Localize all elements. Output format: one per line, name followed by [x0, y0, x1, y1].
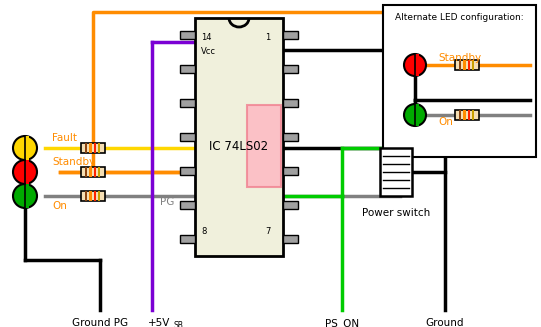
Bar: [94, 191, 96, 201]
Text: PS_ON: PS_ON: [325, 318, 359, 327]
Text: SB: SB: [174, 321, 184, 327]
Bar: [180, 167, 195, 175]
Text: 1: 1: [265, 33, 270, 42]
Bar: [283, 235, 298, 243]
Text: 7: 7: [265, 227, 270, 236]
Text: Alternate LED configuration:: Alternate LED configuration:: [395, 13, 524, 22]
Circle shape: [404, 54, 426, 76]
Bar: [180, 235, 195, 243]
Bar: [94, 167, 96, 177]
Bar: [283, 167, 298, 175]
Bar: [25, 136, 29, 160]
Text: Fault: Fault: [52, 133, 77, 143]
Bar: [468, 110, 470, 120]
Bar: [283, 201, 298, 209]
Text: On: On: [438, 117, 453, 127]
Bar: [283, 133, 298, 141]
Bar: [180, 65, 195, 73]
Bar: [25, 184, 29, 208]
Bar: [283, 65, 298, 73]
Text: 8: 8: [201, 227, 206, 236]
Text: Power switch: Power switch: [362, 208, 430, 218]
Bar: [89, 191, 92, 201]
Text: +5V: +5V: [148, 318, 170, 327]
Text: 14: 14: [201, 33, 212, 42]
Bar: [464, 60, 466, 70]
Text: Vcc: Vcc: [201, 47, 216, 56]
Bar: [415, 104, 419, 126]
Bar: [195, 18, 283, 256]
Bar: [247, 105, 281, 187]
Text: IC 74LS02: IC 74LS02: [209, 141, 268, 153]
Circle shape: [13, 184, 37, 208]
Bar: [85, 143, 88, 153]
Bar: [472, 110, 474, 120]
Bar: [383, 5, 536, 157]
Bar: [85, 191, 88, 201]
Bar: [380, 148, 412, 196]
Bar: [85, 167, 88, 177]
Text: PG: PG: [160, 197, 174, 207]
Bar: [180, 201, 195, 209]
Text: On: On: [52, 201, 67, 211]
Bar: [459, 110, 461, 120]
Text: Standby: Standby: [438, 53, 481, 63]
Bar: [81, 167, 105, 177]
Bar: [283, 99, 298, 107]
Bar: [415, 54, 419, 76]
Bar: [464, 110, 466, 120]
Bar: [98, 191, 101, 201]
Text: Ground PG: Ground PG: [72, 318, 128, 327]
Bar: [455, 110, 479, 120]
Bar: [25, 160, 29, 184]
Text: Ground: Ground: [426, 318, 464, 327]
Circle shape: [404, 104, 426, 126]
Bar: [455, 60, 479, 70]
Bar: [81, 143, 105, 153]
Bar: [98, 143, 101, 153]
Bar: [283, 31, 298, 39]
Bar: [89, 167, 92, 177]
Bar: [180, 31, 195, 39]
Bar: [180, 133, 195, 141]
Bar: [89, 143, 92, 153]
Bar: [98, 167, 101, 177]
Circle shape: [13, 136, 37, 160]
Text: Standby: Standby: [52, 157, 95, 167]
Bar: [472, 60, 474, 70]
Bar: [180, 99, 195, 107]
Bar: [459, 60, 461, 70]
Bar: [81, 191, 105, 201]
Bar: [94, 143, 96, 153]
Bar: [468, 60, 470, 70]
Circle shape: [13, 160, 37, 184]
